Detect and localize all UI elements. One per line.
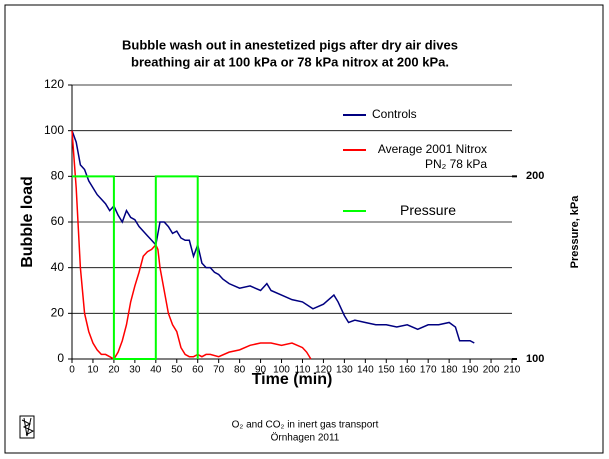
slide-frame bbox=[4, 4, 604, 454]
x-axis-label: Time (min) bbox=[252, 371, 333, 388]
legend-label: Average 2001 Nitrox PN₂ 78 kPa bbox=[367, 142, 487, 172]
x-tick-label: 20 bbox=[108, 365, 120, 376]
x-tick-label: 10 bbox=[87, 365, 99, 376]
y-tick-label: 120 bbox=[44, 77, 64, 91]
x-tick-label: 100 bbox=[273, 365, 290, 376]
x-tick-label: 110 bbox=[294, 365, 310, 376]
y-tick-label: 20 bbox=[51, 306, 65, 320]
x-tick-label: 60 bbox=[192, 365, 204, 376]
series-line bbox=[71, 130, 312, 360]
x-tick-label: 160 bbox=[399, 365, 416, 376]
y2-axis-label: Pressure, kPa bbox=[569, 195, 581, 269]
logo bbox=[19, 415, 35, 439]
y-axis-label: Bubble load bbox=[19, 176, 36, 268]
y-tick-label: 60 bbox=[51, 214, 65, 228]
y-tick-label: 40 bbox=[51, 260, 65, 274]
x-tick-label: 120 bbox=[315, 365, 332, 376]
x-tick-label: 130 bbox=[336, 365, 353, 376]
legend-label: Pressure bbox=[400, 203, 480, 218]
x-tick-label: 190 bbox=[462, 365, 479, 376]
y-tick-label: 0 bbox=[57, 351, 64, 365]
x-tick-label: 50 bbox=[171, 365, 183, 376]
x-tick-label: 200 bbox=[483, 365, 500, 376]
x-tick-label: 30 bbox=[129, 365, 141, 376]
y-tick-label: 100 bbox=[44, 123, 64, 137]
x-tick-label: 150 bbox=[378, 365, 395, 376]
series-line bbox=[72, 175, 199, 360]
x-tick-label: 90 bbox=[255, 365, 267, 376]
y2-tick-label: 100 bbox=[526, 353, 544, 365]
x-tick-label: 210 bbox=[504, 365, 521, 376]
footer: Örnhagen 2011 bbox=[271, 432, 340, 444]
x-tick-label: 70 bbox=[213, 365, 225, 376]
legend-label: Controls bbox=[372, 107, 432, 122]
chart-title: Bubble wash out in anestetized pigs afte… bbox=[122, 37, 458, 52]
x-tick-label: 80 bbox=[234, 365, 246, 376]
x-tick-label: 170 bbox=[420, 365, 437, 376]
x-tick-label: 180 bbox=[441, 365, 458, 376]
y2-tick-label: 200 bbox=[526, 170, 544, 182]
footer: O₂ and CO₂ in inert gas transport bbox=[232, 420, 379, 431]
chart-title: breathing air at 100 kPa or 78 kPa nitro… bbox=[131, 54, 449, 69]
y-tick-label: 80 bbox=[51, 169, 65, 183]
x-tick-label: 40 bbox=[150, 365, 162, 376]
x-tick-label: 0 bbox=[69, 365, 75, 376]
x-tick-label: 140 bbox=[357, 365, 374, 376]
series-line bbox=[71, 130, 475, 344]
